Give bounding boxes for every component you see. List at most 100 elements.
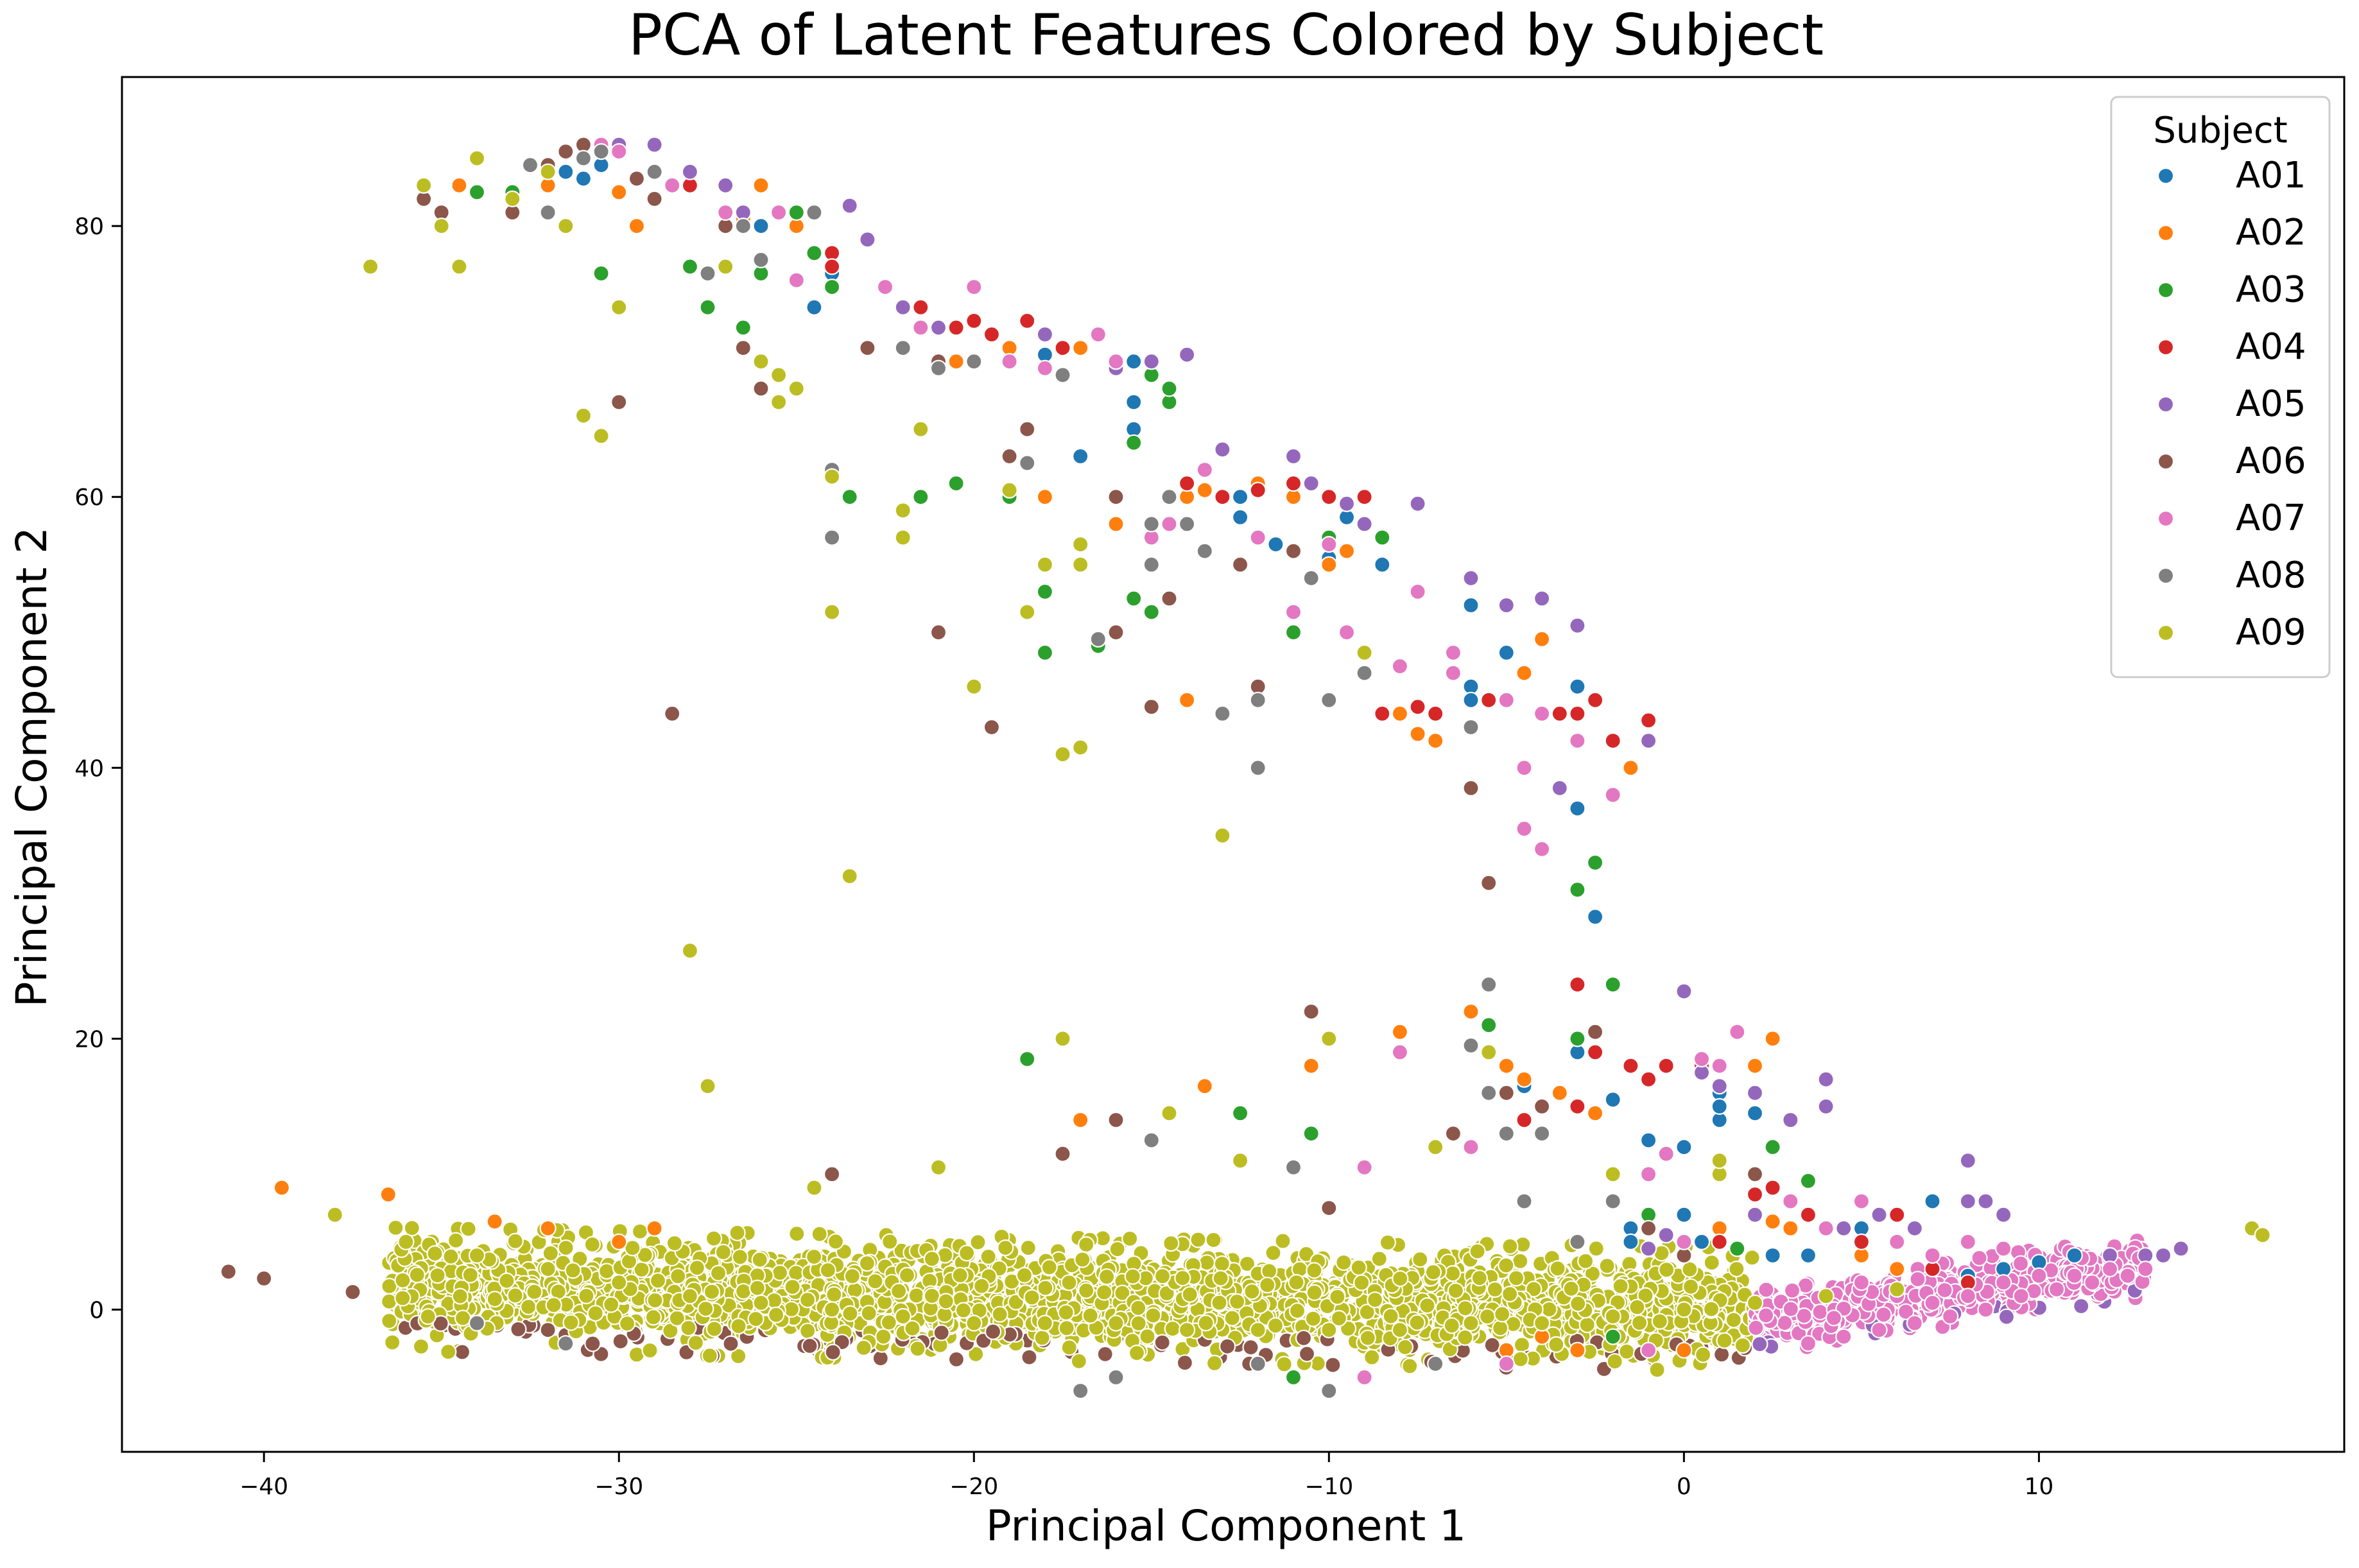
data-point-A05	[1356, 515, 1373, 533]
data-point-A07	[1758, 1307, 1775, 1324]
data-point-A09	[1205, 1231, 1222, 1249]
data-point-A07	[1089, 325, 1107, 343]
data-point-A09	[1658, 1261, 1675, 1279]
data-point-A09	[1288, 1273, 1305, 1291]
data-point-A09	[1176, 1354, 1194, 1372]
data-point-A07	[1711, 1057, 1728, 1074]
data-point-A09	[1569, 1295, 1587, 1313]
data-point-A07	[1036, 359, 1054, 377]
data-point-A07	[1825, 1309, 1842, 1327]
data-point-A02	[1196, 1078, 1213, 1095]
data-point-A07	[1909, 1270, 1926, 1288]
data-point-A07	[1640, 1341, 1657, 1359]
data-point-A09	[1218, 1338, 1236, 1355]
data-point-A09	[451, 1288, 469, 1305]
data-point-A09	[1275, 1356, 1293, 1373]
data-point-A09	[1629, 1298, 1646, 1316]
data-point-A09	[1637, 1287, 1654, 1304]
data-point-A09	[909, 1340, 926, 1357]
data-point-A03	[1569, 881, 1586, 899]
data-point-A06	[610, 393, 628, 411]
data-point-A01	[1799, 1246, 1817, 1264]
data-point-A09	[730, 1347, 747, 1365]
data-point-A09	[894, 529, 912, 546]
series-A07	[592, 136, 2154, 1386]
data-point-A02	[947, 353, 965, 370]
data-point-A03	[841, 488, 858, 506]
data-point-A04	[1178, 474, 1196, 492]
data-point-A05	[1640, 1240, 1657, 1257]
data-point-A08	[468, 1314, 486, 1332]
data-point-A09	[843, 1268, 861, 1285]
data-point-A09	[442, 1248, 460, 1265]
data-point-A09	[1128, 1344, 1146, 1362]
data-point-A09	[933, 1324, 950, 1341]
data-point-A09	[923, 1287, 941, 1305]
data-point-A07	[1795, 1307, 1813, 1325]
data-point-A01	[1125, 353, 1143, 370]
data-point-A09	[506, 1232, 524, 1250]
data-point-A04	[1640, 712, 1657, 729]
data-point-A06	[1498, 1084, 1515, 1101]
data-point-A09	[618, 1315, 636, 1332]
data-point-A09	[1036, 556, 1054, 573]
data-point-A02	[752, 177, 770, 194]
x-tick-label: −20	[949, 1474, 998, 1500]
data-point-A04	[1853, 1233, 1870, 1251]
data-point-A09	[1471, 1270, 1488, 1287]
data-point-A04	[1019, 312, 1036, 329]
data-point-A02	[1072, 339, 1089, 357]
data-point-A07	[1758, 1281, 1775, 1298]
data-point-A05	[1977, 1193, 1994, 1210]
data-point-A07	[1799, 1335, 1817, 1352]
data-point-A09	[729, 1224, 746, 1241]
data-point-A02	[1391, 705, 1408, 723]
data-point-A09	[827, 1233, 845, 1250]
data-point-A09	[1082, 1307, 1099, 1324]
data-point-A02	[1107, 515, 1125, 533]
data-point-A09	[584, 1335, 601, 1352]
data-point-A01	[1764, 1246, 1781, 1264]
data-point-A01	[557, 163, 575, 180]
data-point-A01	[1640, 1132, 1657, 1149]
data-point-A08	[1480, 1084, 1498, 1101]
data-point-A02	[1196, 481, 1213, 499]
data-point-A09	[1074, 1251, 1091, 1268]
data-point-A07	[2066, 1267, 2083, 1284]
data-point-A07	[1817, 1219, 1835, 1237]
data-point-A09	[1019, 603, 1036, 621]
data-point-A09	[748, 1279, 766, 1297]
data-point-A01	[1374, 556, 1391, 573]
data-point-A09	[1681, 1261, 1698, 1278]
data-point-A09	[1631, 1314, 1648, 1332]
data-point-A09	[1107, 1314, 1125, 1332]
data-point-A08	[1143, 1132, 1160, 1149]
data-point-A09	[433, 218, 450, 235]
data-point-A09	[1329, 1288, 1346, 1305]
data-point-A09	[429, 1266, 446, 1284]
legend-item-A04: A04	[2157, 326, 2306, 368]
series-A02	[273, 177, 1906, 1359]
data-point-A02	[1409, 725, 1426, 743]
data-point-A09	[1054, 746, 1071, 763]
data-point-A09	[1703, 1254, 1720, 1271]
data-point-A09	[1154, 1334, 1171, 1351]
data-point-A09	[1512, 1350, 1529, 1368]
data-point-A09	[709, 1264, 727, 1282]
data-point-A09	[771, 1264, 789, 1282]
data-point-A08	[1427, 1355, 1444, 1372]
y-tick-label: 60	[74, 485, 104, 511]
data-point-A02	[1498, 1057, 1515, 1074]
data-point-A09	[788, 380, 805, 397]
data-point-A07	[1657, 1145, 1675, 1162]
data-point-A02	[610, 1233, 628, 1251]
data-point-A07	[1959, 1233, 1976, 1251]
data-point-A09	[542, 1245, 559, 1262]
data-point-A02	[273, 1179, 290, 1196]
data-point-A09	[770, 366, 788, 384]
data-point-A01	[806, 298, 823, 316]
data-point-A04	[1054, 339, 1071, 357]
data-point-A04	[1356, 488, 1373, 506]
data-point-A01	[1622, 1233, 1639, 1251]
data-point-A04	[1516, 1111, 1533, 1129]
